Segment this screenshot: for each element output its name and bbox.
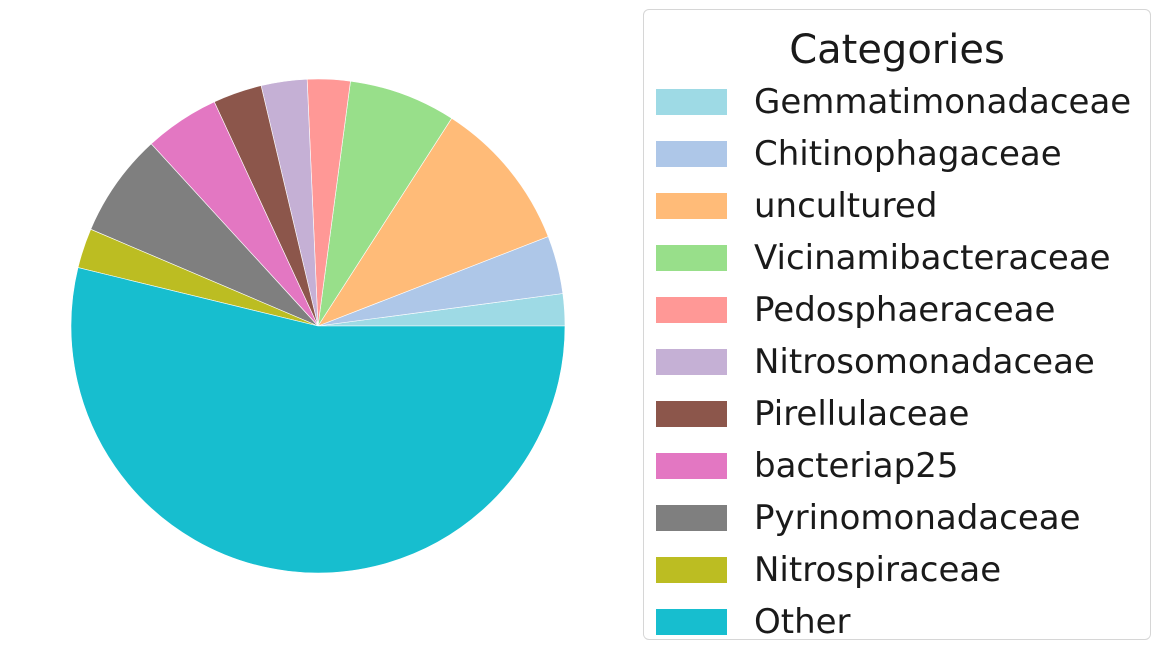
pie-slices xyxy=(70,78,566,574)
legend-swatch xyxy=(656,609,727,635)
legend-item-pedosphaeraceae: Pedosphaeraceae xyxy=(656,284,1131,336)
legend-swatch xyxy=(656,349,727,375)
pie-chart xyxy=(70,78,566,574)
legend-item-vicinamibacteraceae: Vicinamibacteraceae xyxy=(656,232,1131,284)
legend-item-nitrospiraceae: Nitrospiraceae xyxy=(656,544,1131,596)
legend-swatch xyxy=(656,453,727,479)
legend-swatch xyxy=(656,193,727,219)
legend-swatch xyxy=(656,141,727,167)
pie-slice-vicinamibacteraceae xyxy=(317,80,453,327)
legend-item-other: Other xyxy=(656,596,1131,648)
legend-swatch xyxy=(656,89,727,115)
legend-item-uncultured: uncultured xyxy=(656,180,1131,232)
legend-item-nitrosomonadaceae: Nitrosomonadaceae xyxy=(656,336,1131,388)
legend-item-pyrinomonadaceae: Pyrinomonadaceae xyxy=(656,492,1131,544)
legend-item-chitinophagaceae: Chitinophagaceae xyxy=(656,128,1131,180)
legend-label: uncultured xyxy=(754,186,938,226)
legend-label: Chitinophagaceae xyxy=(754,134,1062,174)
legend-items: Gemmatimonadaceae Chitinophagaceae uncultu… xyxy=(656,76,1131,648)
legend-label: Vicinamibacteraceae xyxy=(754,238,1111,278)
legend-label: Pedosphaeraceae xyxy=(754,290,1056,330)
legend-swatch xyxy=(656,245,727,271)
legend-title: Categories xyxy=(789,27,1005,73)
legend-item-pirellulaceae: Pirellulaceae xyxy=(656,388,1131,440)
legend-item-bacteriap25: bacteriap25 xyxy=(656,440,1131,492)
legend-item-gemmatimonadaceae: Gemmatimonadaceae xyxy=(656,76,1131,128)
legend-label: Pirellulaceae xyxy=(754,394,970,434)
legend-swatch xyxy=(656,401,727,427)
legend-label: Other xyxy=(754,602,851,642)
legend-label: bacteriap25 xyxy=(754,446,959,486)
pie-slice-uncultured xyxy=(317,117,549,327)
legend-label: Nitrospiraceae xyxy=(754,550,1002,590)
legend-label: Pyrinomonadaceae xyxy=(754,498,1081,538)
legend-swatch xyxy=(656,557,727,583)
legend-swatch xyxy=(656,505,727,531)
legend-label: Gemmatimonadaceae xyxy=(754,82,1132,122)
legend: Categories Gemmatimonadaceae Chitinophaga… xyxy=(643,9,1151,642)
legend-label: Nitrosomonadaceae xyxy=(754,342,1095,382)
pie-slice-other xyxy=(70,267,566,574)
legend-swatch xyxy=(656,297,727,323)
pie-slice-pyrinomonadaceae xyxy=(90,143,319,327)
